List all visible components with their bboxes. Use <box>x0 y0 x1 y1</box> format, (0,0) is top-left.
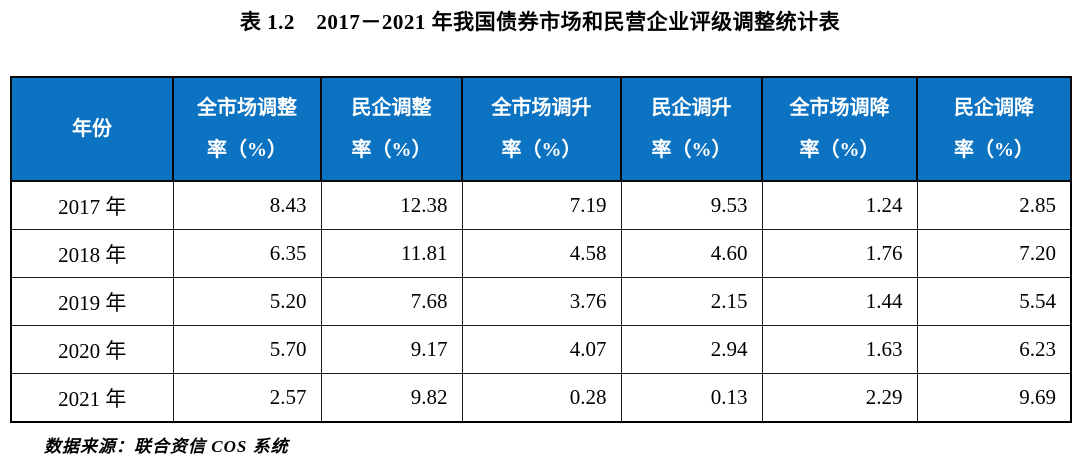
value-cell: 1.44 <box>761 277 918 326</box>
table-title: 表 1.2 2017－2021 年我国债券市场和民营企业评级调整统计表 <box>239 10 841 34</box>
value-cell: 5.54 <box>916 277 1072 326</box>
header-year: 年份 <box>10 76 174 182</box>
value-cell: 1.63 <box>761 325 918 374</box>
header-private-downgrade-rate: 民企调降 率（%） <box>916 76 1072 182</box>
value-cell: 6.35 <box>172 229 322 278</box>
table-header-row: 年份 全市场调整 率（%） 民企调整 率（%） 全市场调升 率（%） 民企调升 … <box>10 76 1072 182</box>
value-cell: 9.69 <box>916 373 1072 423</box>
header-market-upgrade-rate: 全市场调升 率（%） <box>461 76 622 182</box>
value-cell: 2.15 <box>620 277 763 326</box>
value-cell: 9.53 <box>620 180 763 230</box>
rating-adjustment-table: 年份 全市场调整 率（%） 民企调整 率（%） 全市场调升 率（%） 民企调升 … <box>10 76 1072 423</box>
value-cell: 4.58 <box>461 229 622 278</box>
year-cell: 2018 年 <box>10 229 174 278</box>
header-year-label: 年份 <box>72 118 112 140</box>
value-cell: 5.70 <box>172 325 322 374</box>
value-cell: 2.57 <box>172 373 322 423</box>
value-cell: 6.23 <box>916 325 1072 374</box>
header-private-upgrade-rate: 民企调升 率（%） <box>620 76 763 182</box>
data-source-note: 数据来源：联合资信 COS 系统 <box>44 437 289 456</box>
header-market-downgrade-rate: 全市场调降 率（%） <box>761 76 918 182</box>
table-row-2019: 2019 年 5.20 7.68 3.76 2.15 1.44 5.54 <box>10 277 1072 326</box>
table-row-2018: 2018 年 6.35 11.81 4.58 4.60 1.76 7.20 <box>10 229 1072 278</box>
value-cell: 11.81 <box>320 229 463 278</box>
year-cell: 2020 年 <box>10 325 174 374</box>
table-row-2021: 2021 年 2.57 9.82 0.28 0.13 2.29 9.69 <box>10 373 1072 423</box>
value-cell: 3.76 <box>461 277 622 326</box>
table-row-2020: 2020 年 5.70 9.17 4.07 2.94 1.63 6.23 <box>10 325 1072 374</box>
table-row-2017: 2017 年 8.43 12.38 7.19 9.53 1.24 2.85 <box>10 180 1072 230</box>
value-cell: 9.17 <box>320 325 463 374</box>
value-cell: 2.29 <box>761 373 918 423</box>
value-cell: 1.76 <box>761 229 918 278</box>
value-cell: 7.19 <box>461 180 622 230</box>
value-cell: 0.13 <box>620 373 763 423</box>
value-cell: 9.82 <box>320 373 463 423</box>
value-cell: 4.60 <box>620 229 763 278</box>
value-cell: 7.68 <box>320 277 463 326</box>
year-cell: 2019 年 <box>10 277 174 326</box>
value-cell: 1.24 <box>761 180 918 230</box>
value-cell: 4.07 <box>461 325 622 374</box>
value-cell: 7.20 <box>916 229 1072 278</box>
year-cell: 2021 年 <box>10 373 174 423</box>
value-cell: 12.38 <box>320 180 463 230</box>
value-cell: 2.94 <box>620 325 763 374</box>
value-cell: 2.85 <box>916 180 1072 230</box>
value-cell: 0.28 <box>461 373 622 423</box>
value-cell: 8.43 <box>172 180 322 230</box>
header-private-adjust-rate: 民企调整 率（%） <box>320 76 463 182</box>
header-market-adjust-rate: 全市场调整 率（%） <box>172 76 322 182</box>
value-cell: 5.20 <box>172 277 322 326</box>
year-cell: 2017 年 <box>10 180 174 230</box>
